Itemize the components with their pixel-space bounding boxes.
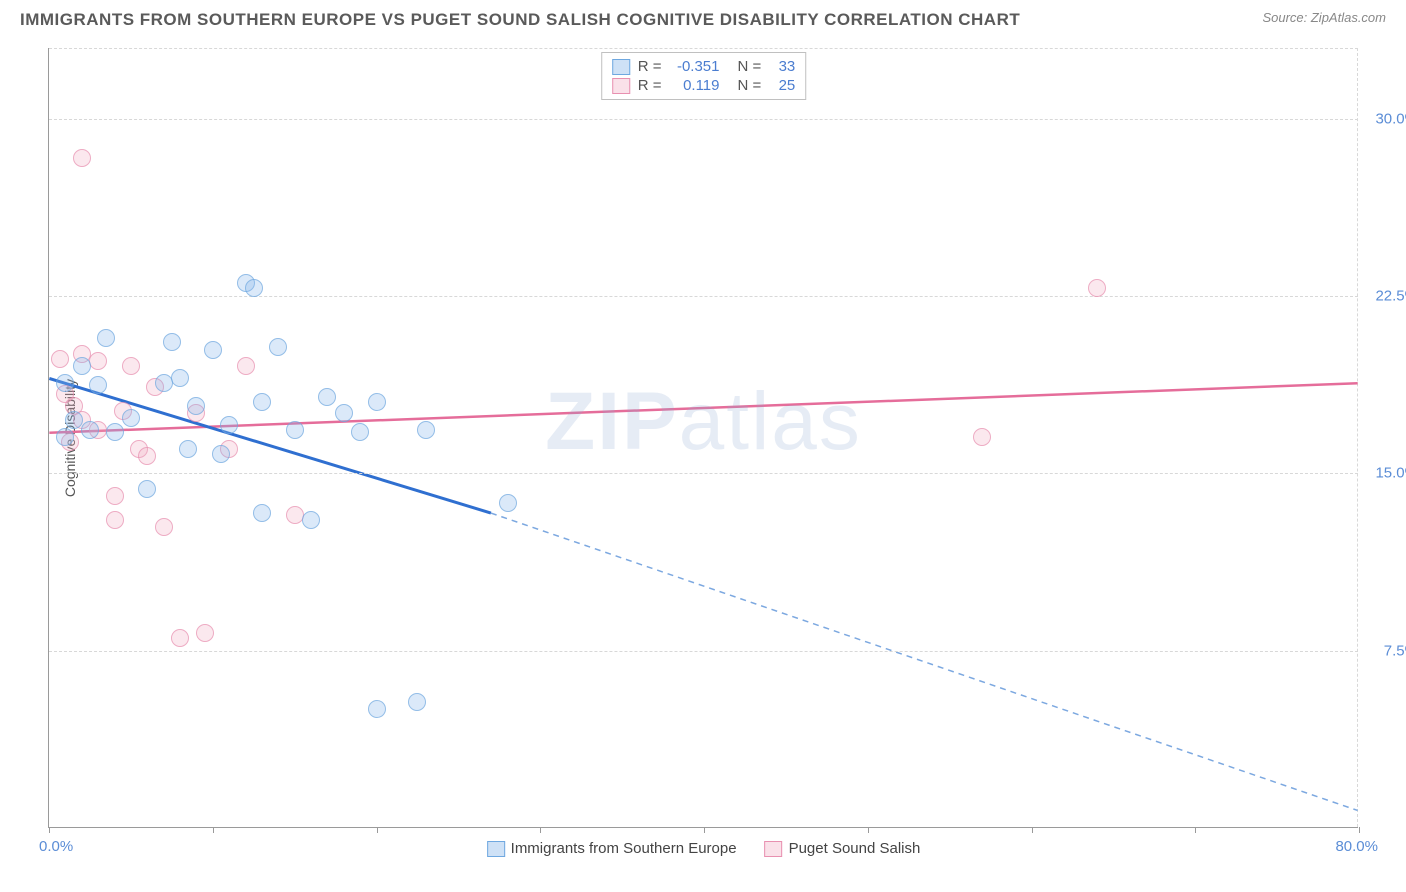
trend-line [49, 383, 1357, 433]
scatter-point-blue [286, 421, 304, 439]
scatter-point-pink [155, 518, 173, 536]
swatch-pink-icon [612, 78, 630, 94]
ytick-label: 15.0% [1363, 465, 1406, 482]
scatter-point-blue [187, 397, 205, 415]
scatter-point-pink [171, 629, 189, 647]
scatter-point-blue [245, 279, 263, 297]
scatter-point-blue [122, 409, 140, 427]
xtick [213, 827, 214, 833]
scatter-point-pink [237, 357, 255, 375]
scatter-point-blue [253, 393, 271, 411]
xaxis-max-label: 80.0% [1335, 838, 1378, 855]
header-bar: IMMIGRANTS FROM SOUTHERN EUROPE VS PUGET… [0, 0, 1406, 30]
scatter-point-blue [73, 357, 91, 375]
xtick [1032, 827, 1033, 833]
scatter-point-pink [286, 506, 304, 524]
xtick [377, 827, 378, 833]
legend-stats-row-blue: R = -0.351 N = 33 [612, 57, 796, 76]
scatter-point-pink [106, 511, 124, 529]
scatter-point-pink [1088, 279, 1106, 297]
scatter-point-blue [499, 494, 517, 512]
ytick-label: 22.5% [1363, 288, 1406, 305]
gridline-h [49, 119, 1358, 120]
scatter-point-pink [973, 428, 991, 446]
xtick [704, 827, 705, 833]
ytick-label: 7.5% [1363, 642, 1406, 659]
swatch-blue-icon [487, 841, 505, 857]
scatter-point-blue [408, 693, 426, 711]
legend-stats-box: R = -0.351 N = 33 R = 0.119 N = 25 [601, 52, 807, 100]
gridline-h [49, 296, 1358, 297]
scatter-point-blue [81, 421, 99, 439]
scatter-point-blue [97, 329, 115, 347]
scatter-point-blue [220, 416, 238, 434]
scatter-point-blue [318, 388, 336, 406]
scatter-point-blue [56, 428, 74, 446]
trend-line [491, 513, 1358, 810]
gridline-top [49, 48, 1358, 49]
scatter-point-blue [155, 374, 173, 392]
xtick [540, 827, 541, 833]
scatter-point-blue [138, 480, 156, 498]
scatter-point-pink [106, 487, 124, 505]
scatter-point-pink [89, 352, 107, 370]
xtick [1195, 827, 1196, 833]
scatter-point-blue [56, 374, 74, 392]
source-label: Source: ZipAtlas.com [1262, 10, 1386, 25]
xaxis-min-label: 0.0% [39, 838, 73, 855]
swatch-pink-icon [765, 841, 783, 857]
gridline-h [49, 651, 1358, 652]
xtick [1359, 827, 1360, 833]
scatter-point-blue [171, 369, 189, 387]
plot-svg [49, 48, 1358, 827]
scatter-point-blue [302, 511, 320, 529]
xtick [49, 827, 50, 833]
scatter-point-pink [51, 350, 69, 368]
chart-area: Cognitive Disability ZIPatlas R = -0.351… [48, 48, 1358, 828]
scatter-point-blue [253, 504, 271, 522]
swatch-blue-icon [612, 59, 630, 75]
gridline-h [49, 473, 1358, 474]
scatter-point-blue [368, 700, 386, 718]
scatter-point-blue [269, 338, 287, 356]
legend-stats-row-pink: R = 0.119 N = 25 [612, 76, 796, 95]
bottom-legend-item-blue: Immigrants from Southern Europe [487, 840, 737, 857]
chart-title: IMMIGRANTS FROM SOUTHERN EUROPE VS PUGET… [20, 10, 1020, 30]
scatter-point-pink [73, 149, 91, 167]
scatter-point-blue [163, 333, 181, 351]
bottom-legend-item-pink: Puget Sound Salish [765, 840, 921, 857]
xtick [868, 827, 869, 833]
scatter-point-pink [196, 624, 214, 642]
scatter-point-blue [351, 423, 369, 441]
scatter-point-blue [204, 341, 222, 359]
scatter-point-blue [106, 423, 124, 441]
scatter-point-blue [212, 445, 230, 463]
scatter-point-pink [122, 357, 140, 375]
scatter-point-blue [335, 404, 353, 422]
scatter-point-pink [138, 447, 156, 465]
bottom-legend: Immigrants from Southern Europe Puget So… [487, 840, 921, 857]
scatter-point-blue [368, 393, 386, 411]
ytick-label: 30.0% [1363, 110, 1406, 127]
scatter-point-blue [417, 421, 435, 439]
scatter-point-blue [65, 411, 83, 429]
scatter-point-blue [179, 440, 197, 458]
scatter-point-blue [89, 376, 107, 394]
